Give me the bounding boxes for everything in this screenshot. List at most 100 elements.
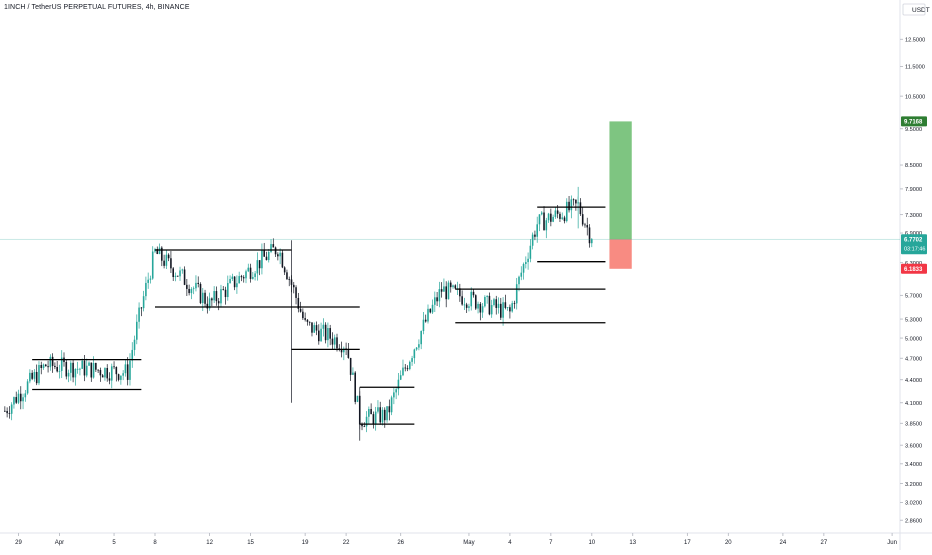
candle-body — [352, 372, 354, 375]
candle-body — [327, 328, 329, 341]
currency-label: USDT — [912, 7, 930, 14]
candle-body — [570, 199, 573, 211]
candle-body — [92, 363, 95, 378]
profit-zone[interactable] — [609, 121, 632, 240]
candle-body — [393, 392, 395, 398]
price-tick-label: 12.5000 — [905, 37, 925, 43]
candle-body — [525, 262, 527, 264]
candle-body — [81, 360, 83, 369]
candle-body — [236, 283, 238, 288]
candle-body — [245, 271, 247, 279]
price-tick-label: 7.9000 — [905, 187, 922, 193]
candle-body — [17, 393, 20, 403]
candle-body — [443, 286, 445, 292]
candle-body — [459, 288, 461, 297]
candle-body — [550, 213, 552, 222]
candle-body — [70, 362, 72, 373]
time-tick-label: Jun — [887, 540, 897, 546]
candle-body — [579, 202, 582, 215]
candle-body — [588, 227, 591, 244]
candle-body — [60, 357, 63, 371]
stop-price-label: 6.1833 — [904, 267, 923, 273]
candle-body — [534, 234, 536, 237]
long-position-layer[interactable] — [0, 121, 900, 269]
candle-body — [511, 303, 513, 312]
candle-body — [270, 244, 272, 252]
candle-body — [6, 411, 8, 414]
candle-body — [183, 269, 186, 285]
candle-body — [374, 411, 377, 425]
candle-body — [54, 365, 56, 368]
candle-body — [522, 263, 525, 273]
candle-body — [256, 260, 259, 274]
current-price-label-bg — [901, 234, 927, 255]
candle-body — [286, 272, 288, 280]
candle-body — [242, 277, 245, 279]
candle-body — [295, 287, 297, 298]
price-tick-label: 3.2000 — [905, 482, 922, 488]
candle-body — [249, 267, 252, 279]
candle-body — [13, 397, 15, 405]
candle-body — [409, 361, 411, 370]
candle-body — [333, 337, 336, 345]
candle-body — [427, 308, 429, 322]
currency-selector[interactable] — [902, 3, 926, 16]
current-price-label-countdown: 03:17:46 — [904, 247, 925, 253]
candle-body — [231, 276, 234, 279]
price-tick-label: 8.5000 — [905, 163, 922, 169]
candle-body — [513, 303, 516, 304]
candle-body — [181, 269, 184, 271]
candle-body — [418, 344, 420, 348]
candle-body — [108, 378, 111, 381]
candle-body — [536, 224, 538, 237]
time-tick-label: 26 — [397, 540, 404, 546]
candle-body — [47, 366, 49, 368]
candle-body — [38, 364, 40, 384]
candle-body — [281, 252, 284, 268]
candle-body — [279, 252, 281, 257]
price-tick-label: 5.3000 — [905, 317, 922, 323]
candle-body — [192, 288, 195, 290]
candle-body — [72, 362, 74, 378]
candle-body — [336, 337, 338, 349]
candle-body — [415, 347, 418, 350]
time-axis[interactable]: 29 Apr 5 8 12 15 19 22 26 May 4 7 10 13 17 20 24 27 Jun — [15, 533, 897, 546]
price-tick-label: 11.5000 — [905, 65, 925, 71]
candle-body — [552, 216, 554, 222]
candle-body — [402, 367, 404, 376]
candle-body — [65, 362, 68, 377]
candle-body — [306, 319, 309, 322]
candle-body — [440, 289, 443, 292]
target-price-label-bg — [901, 116, 927, 127]
candle-body — [545, 220, 548, 231]
candle-body — [568, 201, 570, 211]
loss-zone[interactable] — [609, 239, 632, 269]
candle-body — [35, 371, 38, 384]
candle-body — [540, 212, 543, 215]
candle-body — [581, 214, 584, 225]
candle-body — [479, 303, 482, 313]
candle-body — [292, 284, 295, 288]
candle-body — [124, 364, 127, 374]
candle-body — [554, 210, 557, 217]
candle-body — [222, 289, 225, 290]
candle-body — [591, 239, 593, 244]
time-tick-label: 13 — [629, 540, 636, 546]
candle-body — [190, 288, 193, 294]
candle-body — [165, 254, 168, 266]
candle-body — [559, 213, 561, 219]
candle-body — [247, 267, 250, 272]
candle-body — [406, 368, 409, 370]
candle-body — [149, 278, 152, 280]
candle-body — [176, 275, 179, 277]
price-tick-label: 3.0200 — [905, 501, 922, 507]
candle-body — [224, 289, 227, 298]
time-tick-label: May — [463, 540, 474, 546]
candle-body — [179, 270, 181, 277]
candle-body — [122, 373, 124, 376]
candle-body — [131, 349, 134, 361]
candle-body — [556, 210, 559, 214]
candle-body — [354, 372, 356, 402]
